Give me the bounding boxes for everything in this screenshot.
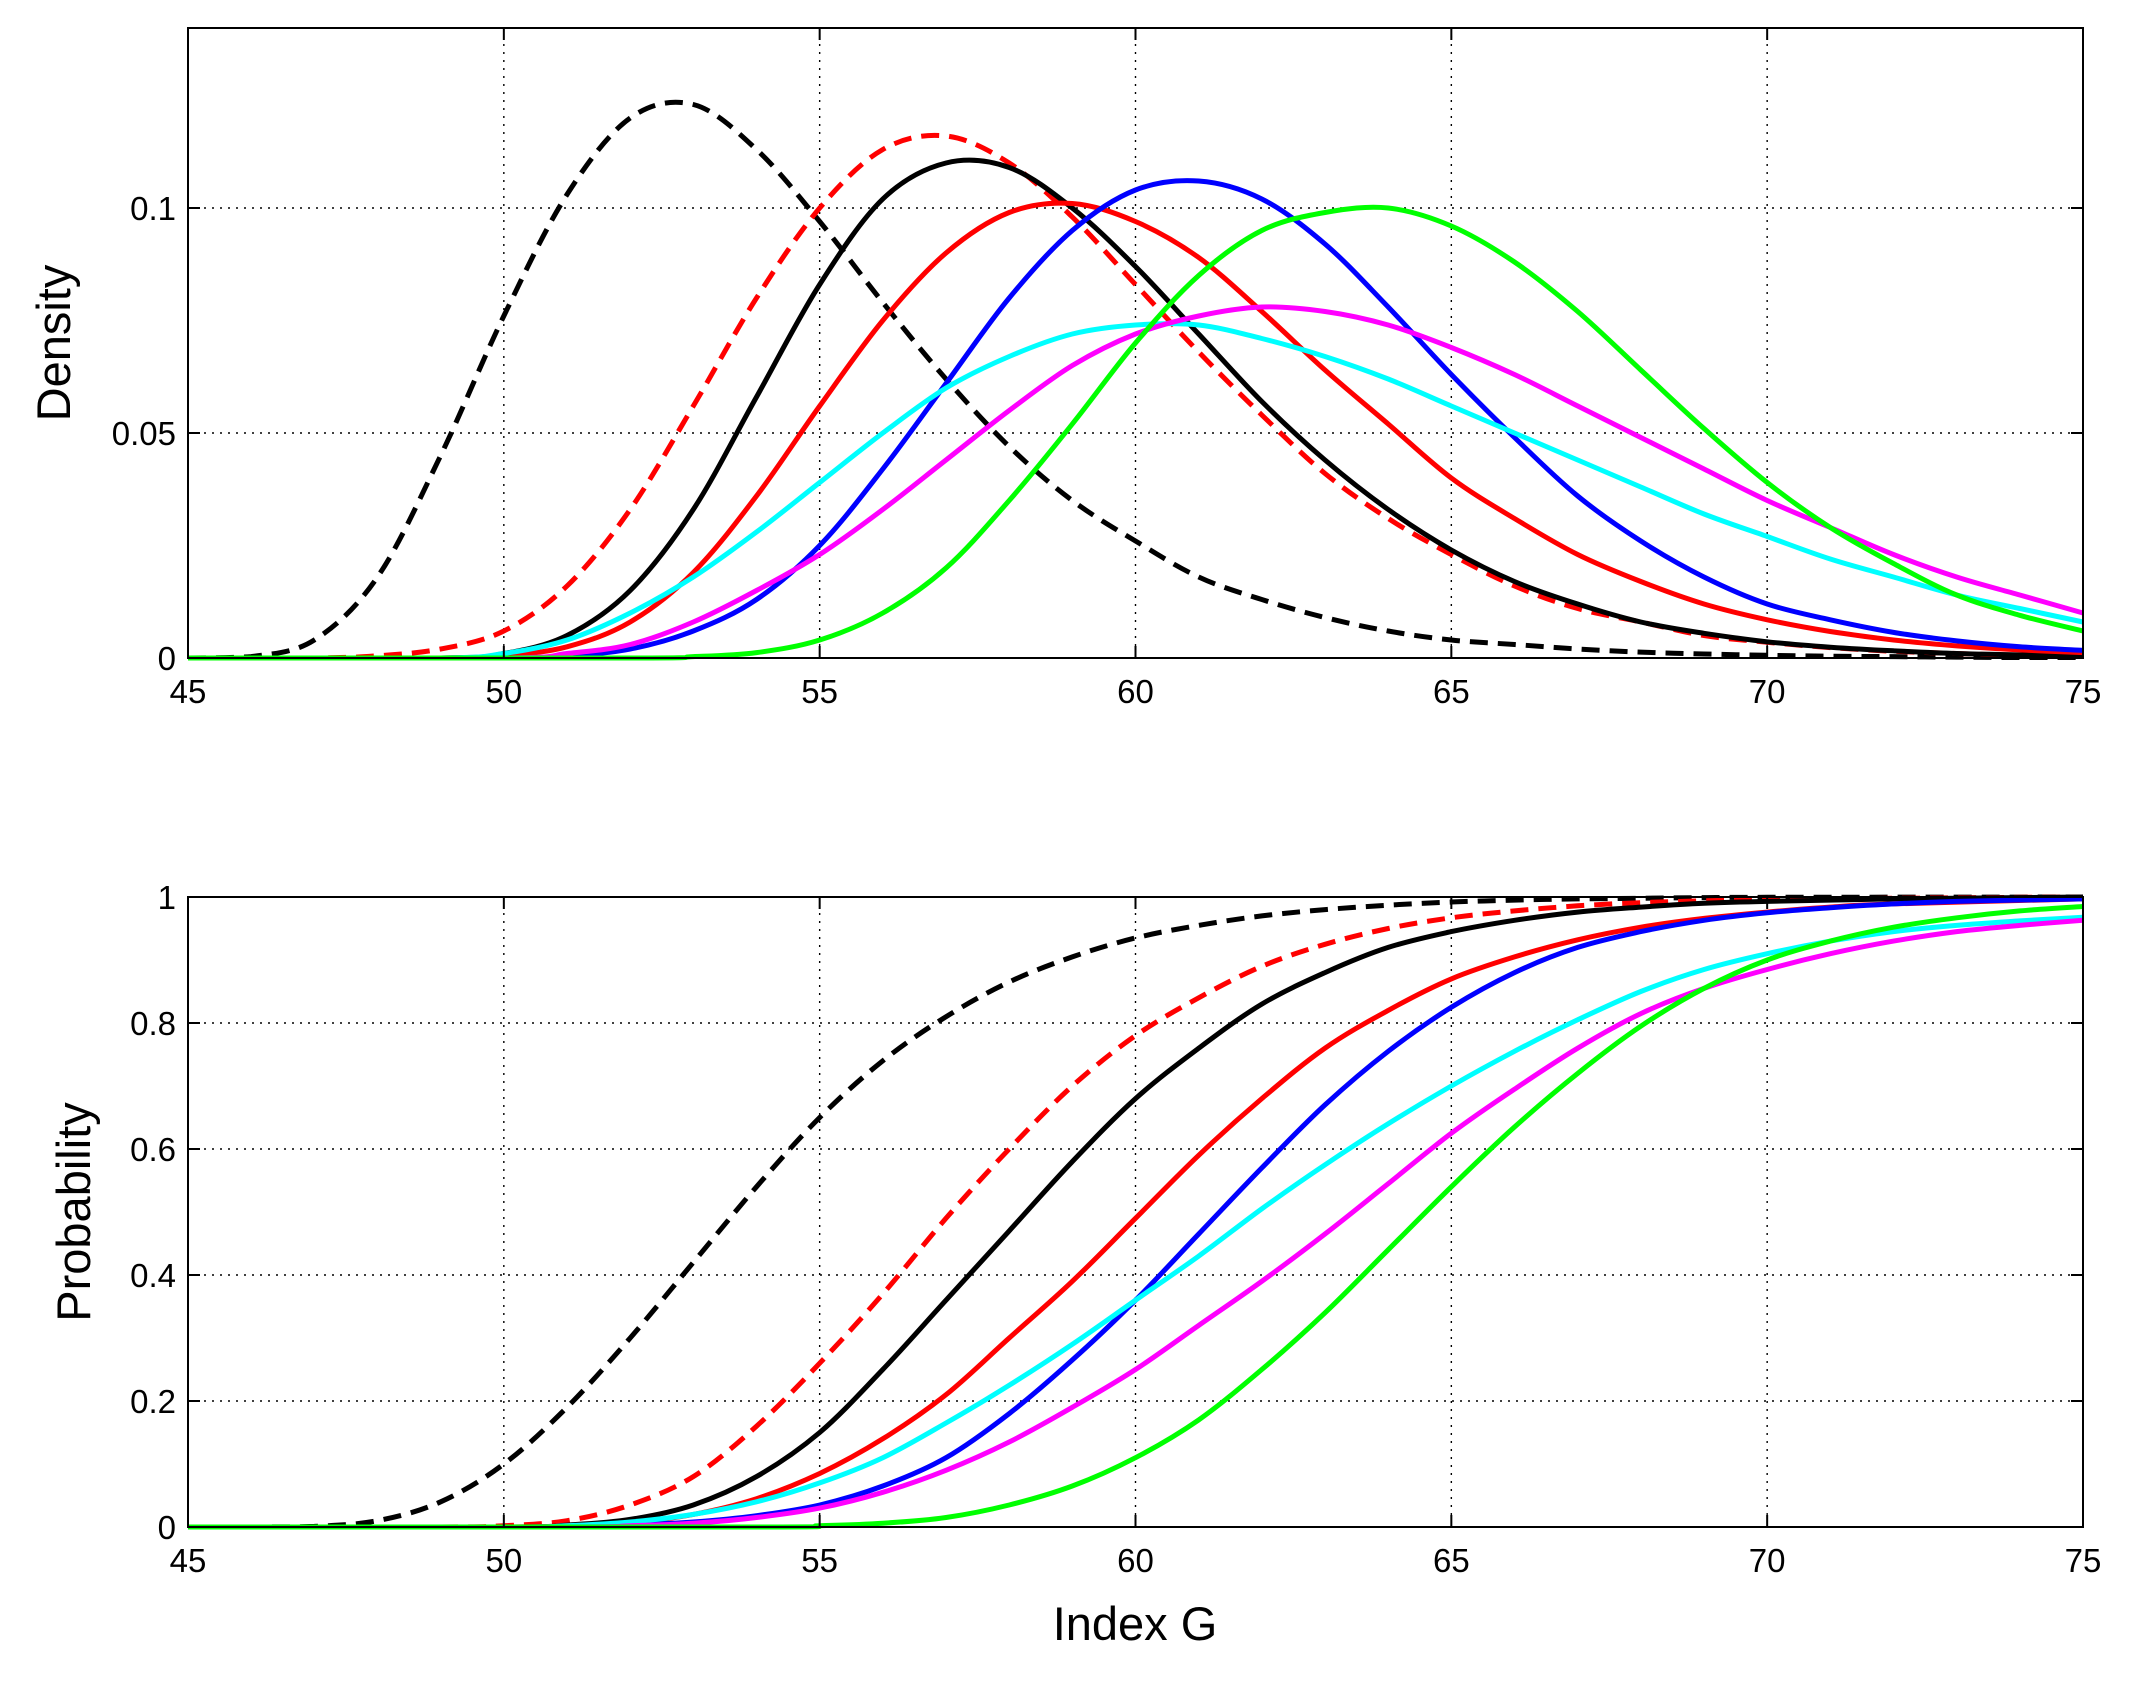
probability-series-cyan-solid [188, 914, 2084, 1530]
density-x-tick-label: 45 [170, 673, 207, 710]
probability-y-tick-label: 0.4 [130, 1257, 176, 1294]
density-x-tick-label: 60 [1117, 673, 1154, 710]
density-x-tick-label: 70 [1749, 673, 1786, 710]
density-y-tick-label: 0.1 [130, 190, 176, 227]
probability-y-tick-label: 1 [158, 879, 176, 916]
probability-x-tick-label: 75 [2065, 1542, 2102, 1579]
density-x-tick-label: 50 [485, 673, 522, 710]
probability-series [188, 894, 2084, 1530]
density-x-tick-label: 75 [2065, 673, 2102, 710]
probability-x-tick-label: 45 [170, 1542, 207, 1579]
probability-series-red-dashed [188, 894, 2084, 1530]
probability-x-tick-label: 65 [1433, 1542, 1470, 1579]
probability-y-axis-title: Probability [47, 1102, 100, 1322]
probability-x-tick-label: 60 [1117, 1542, 1154, 1579]
probability-y-tick-label: 0.2 [130, 1383, 176, 1420]
density-ticks: 45 50 55 60 65 70 75 0 0.05 0.1 [112, 28, 2102, 710]
density-series-magenta-solid [188, 304, 2084, 661]
density-grid [188, 28, 2083, 658]
probability-series-black-dashed [188, 894, 2084, 1530]
density-series-cyan-solid [188, 321, 2084, 661]
density-y-tick-label: 0 [158, 640, 176, 677]
probability-series-green-solid [188, 904, 2084, 1530]
probability-y-tick-label: 0.6 [130, 1131, 176, 1168]
probability-x-tick-label: 50 [485, 1542, 522, 1579]
density-series [187, 99, 2084, 661]
x-axis-title: Index G [1053, 1597, 1218, 1650]
density-y-axis-title: Density [27, 264, 80, 421]
probability-ticks: 45 50 55 60 65 70 75 0 0.2 0.4 0.6 0.8 1 [130, 879, 2101, 1579]
probability-series-black-solid [188, 894, 2084, 1530]
density-series-blue-solid [188, 178, 2084, 661]
density-series-red-solid [188, 200, 2084, 661]
probability-x-tick-label: 55 [801, 1542, 838, 1579]
probability-x-tick-label: 70 [1749, 1542, 1786, 1579]
density-x-tick-label: 55 [801, 673, 838, 710]
density-series-black-solid [188, 157, 2084, 661]
probability-series-magenta-solid [188, 917, 2084, 1530]
density-series-black-dashed [187, 99, 2084, 661]
probability-y-tick-label: 0.8 [130, 1005, 176, 1042]
density-y-tick-label: 0.05 [112, 415, 176, 452]
density-series-green-solid [188, 204, 2084, 661]
probability-grid [188, 897, 2083, 1527]
probability-y-tick-label: 0 [158, 1509, 176, 1546]
probability-panel: 45 50 55 60 65 70 75 0 0.2 0.4 0.6 0.8 1 Probability… [47, 879, 2101, 1650]
density-panel: 45 50 55 60 65 70 75 0 0.05 0.1 Density [27, 27, 2102, 710]
density-x-tick-label: 65 [1433, 673, 1470, 710]
